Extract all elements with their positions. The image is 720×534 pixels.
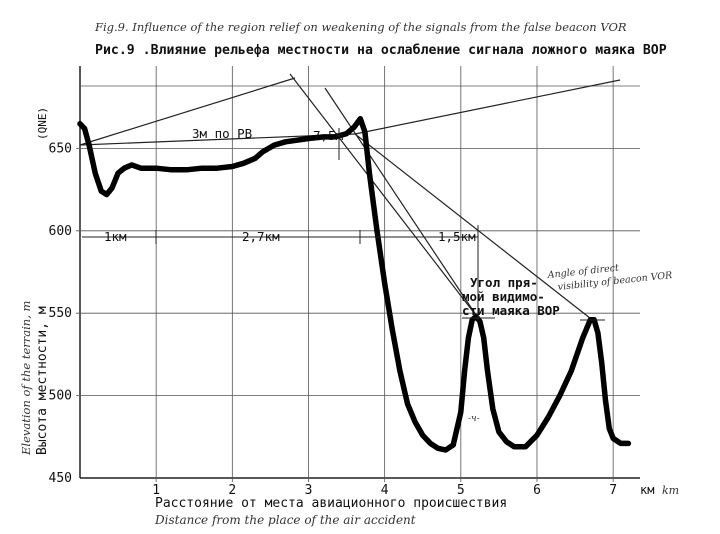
x-axis-unit: км: [640, 483, 654, 497]
y-axis-unit-tag: (QNE): [36, 107, 49, 140]
y-tick-label: 650: [49, 141, 72, 156]
annotation-3m-rb: 3м по РВ: [192, 126, 252, 141]
annotation-visibility-line3: сти маяка ВОР: [462, 303, 560, 318]
sight-line-peak2: [354, 133, 596, 323]
x-tick-label: 6: [533, 483, 541, 498]
annotation-2-7km: 2,7км: [242, 229, 280, 244]
series-line-terrain: [77, 115, 632, 453]
y-tick-label: 550: [49, 306, 72, 321]
sight-line-left: [79, 77, 296, 146]
x-tick-label: 2: [228, 483, 236, 498]
x-tick-labels: 1 2 3 4 5 6 7: [152, 483, 617, 498]
x-tick-label: 1: [152, 483, 160, 498]
x-axis-unit-handwritten: km: [662, 484, 679, 497]
x-tick-label: 4: [381, 483, 389, 498]
sight-line-steep: [289, 73, 479, 319]
annotation-visibility-line2: мой видимо-: [462, 289, 545, 304]
y-axis-label: Высота местности, м: [35, 306, 50, 455]
y-tick-label: 500: [49, 389, 72, 404]
dimension-lines: [82, 128, 605, 321]
x-tick-label: 3: [305, 483, 313, 498]
y-tick-labels: 450 500 550 600 650: [49, 141, 72, 486]
x-axis-label-handwritten: Distance from the place of the air accid…: [154, 513, 416, 527]
annotation-wave-mark: -ч-: [468, 414, 480, 424]
annotation-7-5m: 7,5м: [313, 128, 344, 143]
x-tick-label: 7: [609, 483, 617, 498]
y-tick-label: 450: [49, 471, 72, 486]
annotation-1km: 1км: [104, 229, 127, 244]
y-tick-label: 600: [49, 224, 72, 239]
y-axis-label-handwritten: Elevation of the terrain, m: [19, 300, 33, 456]
sight-lines: [79, 73, 621, 323]
annotation-visibility-line1: Угол пря-: [470, 275, 538, 290]
annotation-1-5km: 1,5км: [438, 229, 476, 244]
x-tick-label: 5: [457, 483, 465, 498]
x-axis-label: Расстояние от места авиационного происше…: [155, 496, 507, 511]
sight-line-peak1: [324, 87, 479, 319]
chart-title: Рис.9 .Влияние рельефа местности на осла…: [95, 42, 667, 58]
chart-title-handwritten: Fig.9. Influence of the region relief on…: [94, 20, 627, 34]
sight-line-upper: [354, 79, 621, 135]
